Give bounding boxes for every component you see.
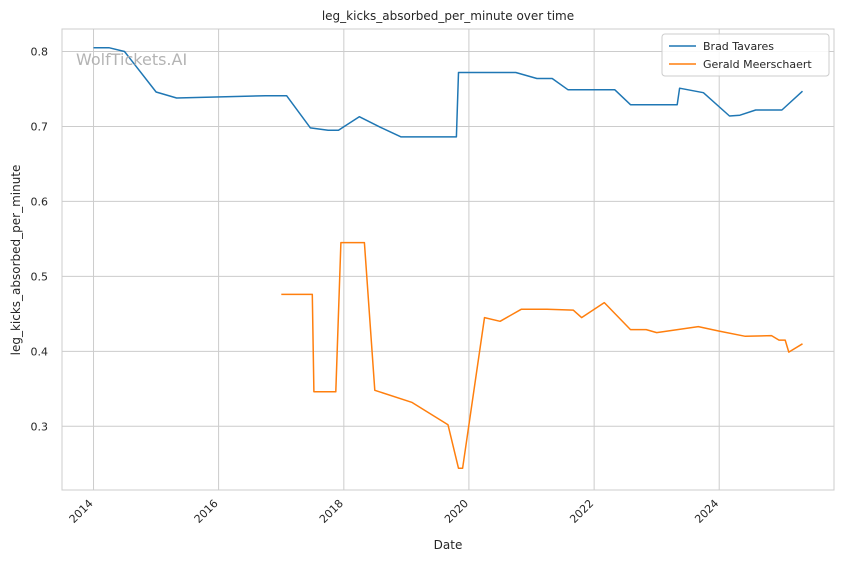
y-tick-label: 0.4	[31, 345, 49, 358]
plot-frame	[61, 28, 835, 491]
y-tick-labels: 0.3 0.4 0.5 0.6 0.7 0.8	[31, 45, 49, 433]
series-line-brad-tavares	[93, 46, 804, 138]
watermark: WolfTickets.AI	[76, 50, 187, 69]
chart-title: leg_kicks_absorbed_per_minute over time	[322, 9, 574, 23]
series-lines	[93, 46, 804, 470]
y-tick-label: 0.8	[31, 45, 49, 58]
legend-label-brad-tavares: Brad Tavares	[703, 40, 774, 53]
series-line-gerald-meerschaert	[281, 241, 803, 470]
legend-label-gerald-meerschaert: Gerald Meerschaert	[703, 58, 812, 71]
y-tick-label: 0.6	[31, 195, 49, 208]
x-axis-title: Date	[434, 538, 463, 552]
legend-box	[661, 33, 830, 77]
y-tick-label: 0.7	[31, 120, 49, 133]
y-tick-label: 0.5	[31, 270, 49, 283]
y-axis-title: leg_kicks_absorbed_per_minute	[9, 165, 23, 356]
legend: Brad Tavares Gerald Meerschaert	[661, 33, 830, 77]
y-tick-label: 0.3	[31, 420, 49, 433]
